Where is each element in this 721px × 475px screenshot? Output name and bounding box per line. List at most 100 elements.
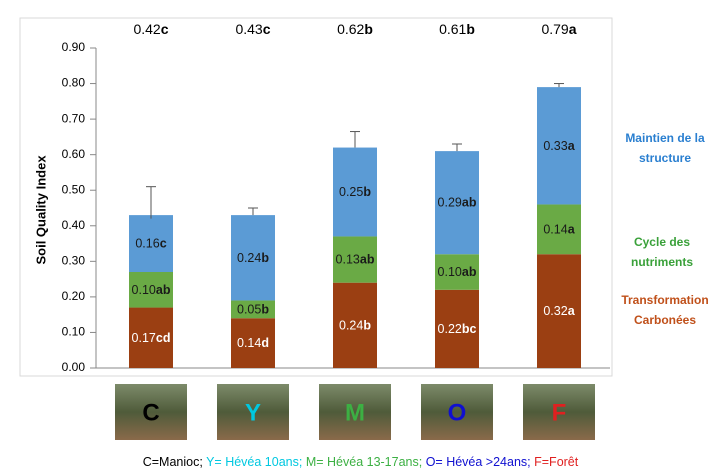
value-label: 0.29ab <box>438 196 477 210</box>
total-label: 0.61b <box>439 21 475 37</box>
y-tick-label: 0.00 <box>62 360 86 374</box>
y-tick-label: 0.60 <box>62 147 86 161</box>
value-number: 0.17 <box>132 331 156 345</box>
y-tick-label: 0.90 <box>62 40 86 54</box>
value-label: 0.17cd <box>132 331 171 345</box>
y-axis-label: Soil Quality Index <box>33 155 48 265</box>
plot-frame <box>19 17 613 377</box>
value-letters: ab <box>462 265 477 279</box>
value-letters: b <box>261 251 269 265</box>
category-letter: O <box>448 399 467 426</box>
legend-entry: Transformation Carbonées <box>621 293 709 327</box>
value-letters: ab <box>462 196 477 210</box>
category-photo <box>319 384 391 440</box>
bar-segment <box>537 204 581 255</box>
value-label: 0.14a <box>543 223 575 237</box>
value-letters: cd <box>156 331 171 345</box>
y-tick-label: 0.70 <box>62 111 86 125</box>
value-label: 0.24b <box>339 319 371 333</box>
value-letters: b <box>363 319 371 333</box>
value-label: 0.14d <box>237 336 269 350</box>
bar-segment <box>435 289 479 368</box>
bar-segment <box>129 272 173 308</box>
legend-entry: Cycle des nutriments <box>630 235 693 269</box>
value-number: 0.62 <box>337 21 364 37</box>
value-label: 0.24b <box>237 251 269 265</box>
y-tick-label: 0.80 <box>62 76 86 90</box>
value-letters: c <box>160 237 167 251</box>
value-label: 0.22bc <box>438 322 477 336</box>
category-photo <box>115 384 187 440</box>
bar-segment <box>231 300 275 319</box>
bar-segment <box>231 215 275 301</box>
bar-segment <box>435 254 479 290</box>
caption-part: F=Forêt <box>534 455 579 469</box>
bar-segment <box>129 307 173 368</box>
value-number: 0.14 <box>237 336 261 350</box>
category-letter: F <box>552 399 567 426</box>
value-number: 0.32 <box>543 304 567 318</box>
value-letters: a <box>568 223 576 237</box>
value-label: 0.33a <box>543 139 575 153</box>
category-photo <box>523 384 595 440</box>
value-number: 0.24 <box>339 319 363 333</box>
bar-segment <box>231 318 275 368</box>
value-number: 0.79 <box>541 21 568 37</box>
value-label: 0.32a <box>543 304 575 318</box>
value-number: 0.14 <box>543 223 567 237</box>
value-number: 0.24 <box>237 251 261 265</box>
value-number: 0.43 <box>235 21 262 37</box>
total-label: 0.62b <box>337 21 373 37</box>
value-letters: ab <box>156 283 171 297</box>
value-label: 0.25b <box>339 185 371 199</box>
value-number: 0.42 <box>133 21 160 37</box>
legend-entry: Maintien de la structure <box>625 131 705 165</box>
value-letters: bc <box>462 322 477 336</box>
category-photo <box>217 384 289 440</box>
y-tick-label: 0.10 <box>62 325 86 339</box>
value-number: 0.05 <box>237 303 261 317</box>
value-number: 0.61 <box>439 21 466 37</box>
total-label: 0.79a <box>541 21 576 37</box>
category-letter: Y <box>245 399 261 426</box>
value-letters: d <box>261 336 269 350</box>
value-number: 0.10 <box>438 265 462 279</box>
total-label: 0.42c <box>133 21 168 37</box>
category-letter: C <box>142 399 159 426</box>
total-label: 0.43c <box>235 21 270 37</box>
value-letters: c <box>161 21 169 37</box>
caption-part: O= Hévéa >24ans; <box>425 455 531 469</box>
value-letters: a <box>568 139 576 153</box>
value-letters: a <box>569 21 577 37</box>
value-number: 0.13 <box>336 253 360 267</box>
value-label: 0.16c <box>135 237 166 251</box>
value-label: 0.05b <box>237 303 269 317</box>
category-letter: M <box>345 399 365 426</box>
caption-part: Y= Hévéa 10ans; <box>206 455 303 469</box>
value-number: 0.16 <box>135 237 159 251</box>
value-letters: c <box>263 21 271 37</box>
value-label: 0.10ab <box>438 265 477 279</box>
value-label: 0.10ab <box>132 283 171 297</box>
value-label: 0.13ab <box>336 253 375 267</box>
bar-segment <box>435 151 479 255</box>
y-tick-label: 0.40 <box>62 218 86 232</box>
bar-segment <box>333 236 377 283</box>
value-letters: a <box>568 304 576 318</box>
caption: C=Manioc; Y= Hévéa 10ans; M= Hévéa 13-17… <box>0 455 721 469</box>
value-letters: b <box>364 21 373 37</box>
value-number: 0.22 <box>438 322 462 336</box>
value-letters: b <box>466 21 475 37</box>
y-tick-label: 0.30 <box>62 254 86 268</box>
y-tick-label: 0.20 <box>62 289 86 303</box>
bar-segment <box>537 254 581 368</box>
bar-segment <box>333 282 377 368</box>
value-number: 0.33 <box>543 139 567 153</box>
bar-segment <box>537 87 581 205</box>
value-letters: b <box>261 303 269 317</box>
bar-segment <box>333 147 377 237</box>
bar-segment <box>129 215 173 272</box>
value-number: 0.10 <box>132 283 156 297</box>
